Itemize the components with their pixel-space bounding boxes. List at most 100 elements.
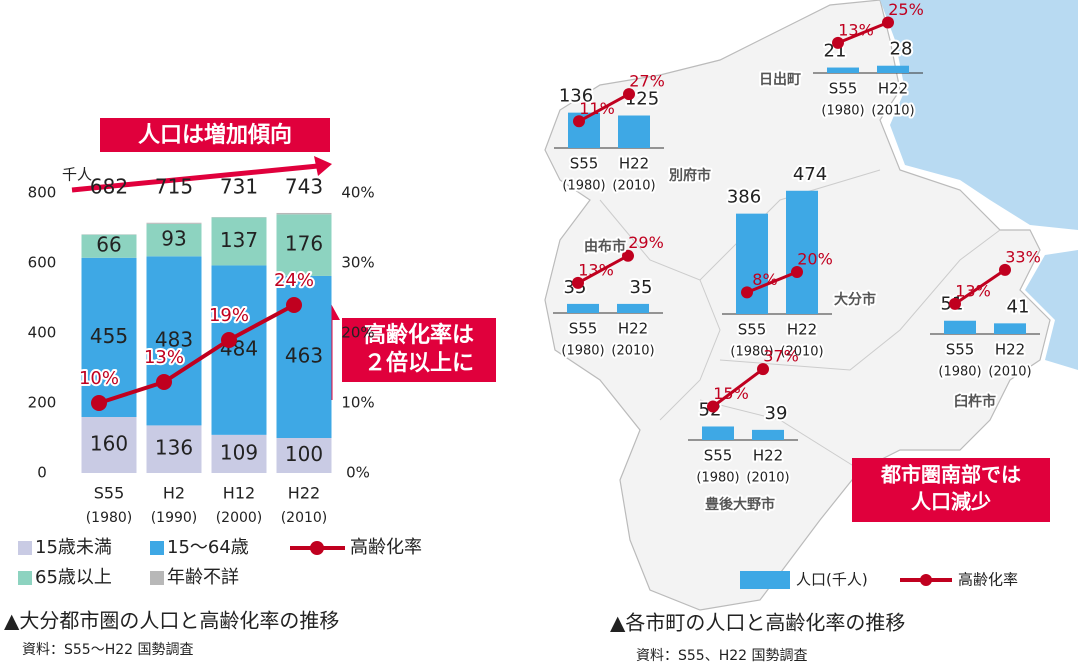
data-label: 93 [161,227,186,251]
rate-point [91,395,107,411]
unit-label: 千人 [62,166,92,184]
pop-label: 39 [765,403,788,424]
rate-line [712,367,764,408]
x-tick-label: (1990) [151,510,198,526]
rate-label: 13% [838,20,874,39]
rate-point [286,297,302,313]
rate-label: 11% [579,99,615,118]
annotation-box [100,118,330,152]
legend-swatch [150,541,164,555]
pop-bar [786,190,818,314]
rate-label: 19% [209,305,249,326]
legend-label: 年齢不詳 [167,567,239,588]
legend-swatch [18,571,32,585]
x-tick-label: S55 [94,484,125,503]
rate-point [572,276,584,289]
annotation: 高齢化率は [364,322,474,348]
rate-label: 37% [763,347,799,366]
bar-segment [146,425,202,473]
y-tick-label: 400 [28,324,57,342]
rate-line [577,254,629,285]
town-name: 日出町 [759,71,801,88]
period-label: S55 [738,321,767,339]
rate-line [954,268,1006,306]
arrow-head [314,156,332,176]
legend-swatch [18,541,32,555]
bar-segment [81,234,137,258]
rate-label: 25% [888,0,924,19]
data-label: 455 [90,324,128,348]
rate-label: 24% [274,270,314,291]
y-tick-label: 800 [28,184,57,202]
total-label: 743 [285,175,323,199]
period-label: H22 [995,341,1025,359]
year-label: (1980) [938,365,981,380]
rate-label: 20% [797,250,833,269]
legend-swatch [740,571,790,589]
pop-bar [827,67,859,73]
arrow [71,163,319,193]
town-name: 由布市 [584,238,626,255]
bar-segment [276,438,332,473]
annotation-box [342,318,496,382]
period-label: S55 [829,80,858,98]
pop-label: 41 [1007,296,1030,317]
town-name: 豊後大野市 [705,496,775,513]
rate-point [622,249,634,262]
pop-label: 386 [727,187,761,208]
rate-point [882,16,894,29]
x-tick-label: (2010) [281,510,328,526]
bar-segment [276,212,332,215]
y-tick-label: 0 [37,464,47,482]
annotation: 人口減少 [911,490,991,514]
bar-segment [81,257,137,417]
period-label: H22 [787,321,817,339]
legend-label: 65歳以上 [35,567,112,588]
x-tick-label: H2 [163,484,185,503]
border [699,399,861,471]
data-label: 483 [155,327,193,351]
pop-bar [877,65,909,73]
pop-bar [618,115,650,148]
legend-label: 高齢化率 [958,571,1018,589]
bar-segment [146,256,202,426]
border [699,169,881,281]
rate-point [156,374,172,390]
data-label: 100 [285,442,323,466]
period-label: S55 [704,447,733,465]
year-label: (1980) [561,344,604,359]
y2-tick-label: 20% [341,324,374,342]
rate-point [573,115,585,128]
pop-bar [752,429,784,440]
bar-segment [276,275,332,438]
annotation-box [852,458,1050,522]
year-label: (2010) [611,344,654,359]
period-label: S55 [946,341,975,359]
data-label: 176 [285,232,323,256]
rate-label: 33% [1005,247,1041,266]
rate-label: 29% [628,233,664,252]
rate-label: 13% [578,260,614,279]
bar-segment [81,417,137,473]
sea [1025,250,1078,370]
year-label: (2010) [612,179,655,194]
bar-segment [276,214,332,276]
total-label: 715 [155,175,193,199]
source: 資料：S55、H22 国勢調査 [636,648,808,664]
caption: ▲各市町の人口と高齢化率の推移 [610,611,905,635]
rate-point [623,88,635,101]
rate-point [791,266,803,278]
bar-segment [211,265,267,435]
y2-tick-label: 0% [346,464,370,482]
period-label: S55 [570,155,599,173]
year-label: (2010) [746,471,789,486]
pop-bar [736,213,768,314]
border [599,199,721,421]
rate-label: 8% [752,270,777,289]
legend-point [920,574,932,586]
rate-point [832,36,844,49]
y2-tick-label: 30% [341,254,374,272]
pop-bar [617,303,649,313]
legend-label: 15歳未満 [35,537,112,558]
rate-point [221,332,237,348]
